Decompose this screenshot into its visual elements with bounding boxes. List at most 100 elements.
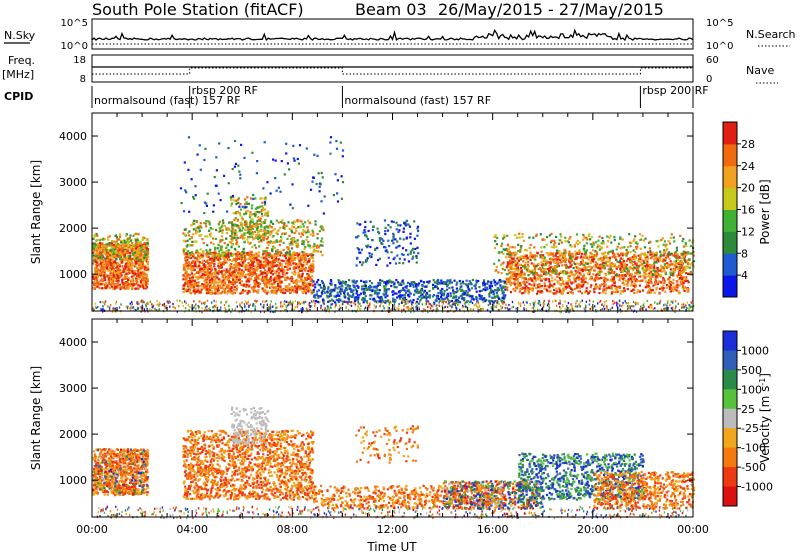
echo-cell — [241, 225, 243, 227]
echo-cell — [200, 234, 202, 236]
echo-cell — [101, 271, 103, 273]
echo-cell — [287, 265, 289, 267]
echo-cell — [213, 265, 215, 267]
echo-cell — [206, 259, 208, 261]
echo-cell — [106, 264, 108, 266]
echo-cell — [212, 253, 214, 255]
echo-cell — [321, 238, 323, 240]
echo-cell — [264, 199, 266, 201]
echo-cell — [95, 257, 97, 259]
echo-cell — [387, 251, 389, 253]
echo-cell — [193, 241, 195, 243]
echo-cell — [390, 281, 392, 283]
echo-cell — [284, 173, 286, 175]
echo-cell — [145, 268, 147, 270]
echo-cell — [136, 254, 138, 256]
echo-cell — [301, 265, 303, 267]
echo-cell — [304, 270, 306, 272]
echo-cell — [131, 286, 133, 288]
echo-cell — [217, 259, 219, 261]
echo-cell — [250, 278, 252, 280]
echo-cell — [330, 280, 332, 282]
echo-cell — [297, 226, 299, 228]
echo-cell — [402, 247, 404, 249]
echo-cell — [220, 287, 222, 289]
echo-cell — [283, 222, 285, 224]
echo-cell — [263, 226, 265, 228]
echo-cell — [567, 282, 569, 284]
echo-cell — [229, 269, 231, 271]
echo-cell — [244, 198, 246, 200]
echo-cell — [288, 260, 290, 262]
echo-cell — [124, 247, 126, 249]
echo-cell — [676, 286, 678, 288]
echo-cell — [679, 284, 681, 286]
echo-cell — [222, 222, 224, 224]
echo-cell — [240, 209, 242, 211]
echo-cell — [139, 276, 141, 278]
echo-cell — [120, 286, 122, 288]
echo-cell — [264, 222, 266, 224]
echo-cell — [669, 276, 671, 278]
echo-cell — [202, 287, 204, 289]
echo-cell — [219, 280, 221, 282]
echo-cell — [270, 255, 272, 257]
echo-cell — [266, 286, 268, 288]
echo-cell — [116, 269, 118, 271]
echo-cell — [121, 262, 123, 264]
echo-cell — [117, 262, 119, 264]
echo-cell — [224, 292, 226, 294]
echo-cell — [235, 203, 237, 205]
echo-cell — [255, 236, 257, 238]
echo-cell — [125, 272, 127, 274]
echo-cell — [326, 290, 328, 292]
echo-cell — [121, 265, 123, 267]
echo-cell — [349, 295, 351, 297]
echo-cell — [298, 280, 300, 282]
echo-cell — [240, 252, 242, 254]
echo-cell — [235, 163, 237, 165]
echo-cell — [96, 270, 98, 272]
echo-cell — [279, 191, 281, 193]
echo-cell — [484, 287, 486, 289]
echo-cell — [432, 287, 434, 289]
echo-cell — [130, 246, 132, 248]
echo-cell — [112, 278, 114, 280]
echo-cell — [232, 279, 234, 281]
echo-cell — [672, 282, 674, 284]
echo-cell — [347, 285, 349, 287]
echo-cell — [256, 207, 258, 209]
echo-cell — [99, 239, 101, 241]
echo-cell — [562, 288, 564, 290]
echo-cell — [232, 259, 234, 261]
echo-cell — [190, 257, 192, 259]
echo-cell — [270, 286, 272, 288]
echo-cell — [647, 251, 649, 253]
echo-cell — [200, 169, 202, 171]
echo-cell — [230, 199, 232, 201]
echo-cell — [276, 251, 278, 253]
echo-cell — [374, 290, 376, 292]
echo-cell — [578, 277, 580, 279]
echo-cell — [426, 281, 428, 283]
echo-cell — [306, 236, 308, 238]
echo-cell — [383, 294, 385, 296]
echo-cell — [138, 248, 140, 250]
echo-cell — [97, 276, 99, 278]
echo-cell — [96, 279, 98, 281]
echo-cell — [114, 287, 116, 289]
echo-cell — [321, 254, 323, 256]
echo-cell — [522, 292, 524, 294]
echo-cell — [327, 296, 329, 298]
echo-cell — [146, 238, 148, 240]
echo-cell — [319, 186, 321, 188]
echo-cell — [616, 268, 618, 270]
echo-cell — [378, 292, 380, 294]
echo-cell — [246, 284, 248, 286]
echo-cell — [93, 236, 95, 238]
echo-cell — [266, 290, 268, 292]
echo-cell — [241, 258, 243, 260]
date-range: 26/May/2015 - 27/May/2015 — [438, 0, 664, 19]
echo-cell — [261, 257, 263, 259]
